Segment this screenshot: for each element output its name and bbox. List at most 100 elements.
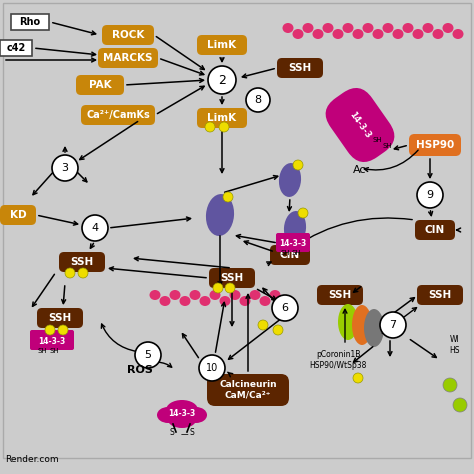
Circle shape [208,66,236,94]
Text: S: S [190,428,194,437]
Text: ROCK: ROCK [112,30,144,40]
Ellipse shape [170,290,181,300]
Ellipse shape [312,29,323,39]
Text: 7: 7 [390,320,397,330]
FancyBboxPatch shape [277,58,323,78]
Text: SH: SH [281,250,291,256]
Circle shape [453,398,467,412]
Ellipse shape [453,29,464,39]
Ellipse shape [212,205,233,233]
Ellipse shape [149,290,161,300]
Ellipse shape [352,305,372,345]
Circle shape [246,88,270,112]
Circle shape [78,268,88,278]
Text: 6: 6 [282,303,289,313]
FancyBboxPatch shape [0,40,32,56]
Ellipse shape [239,296,250,306]
Text: Rho: Rho [19,17,41,27]
Text: SH: SH [292,250,301,256]
Text: Calcineurin
CaM/Ca²⁺: Calcineurin CaM/Ca²⁺ [219,380,277,400]
Ellipse shape [166,400,198,420]
Text: KD: KD [9,210,27,220]
Text: Ca²⁺/CamKs: Ca²⁺/CamKs [86,110,150,120]
Ellipse shape [280,296,291,306]
FancyBboxPatch shape [415,220,455,240]
Ellipse shape [432,29,444,39]
Circle shape [58,325,68,335]
Ellipse shape [373,29,383,39]
FancyBboxPatch shape [209,268,255,288]
Ellipse shape [443,23,454,33]
Circle shape [213,283,223,293]
Ellipse shape [229,290,240,300]
Circle shape [199,355,225,381]
Ellipse shape [283,172,300,195]
Circle shape [417,182,443,208]
Text: HSP90: HSP90 [416,140,454,150]
Text: —: — [180,430,188,439]
Circle shape [65,268,75,278]
FancyBboxPatch shape [3,3,471,458]
Ellipse shape [168,412,196,428]
Ellipse shape [363,23,374,33]
Ellipse shape [322,23,334,33]
Text: MARCKS: MARCKS [103,53,153,63]
Circle shape [380,312,406,338]
Ellipse shape [332,29,344,39]
Circle shape [82,215,108,241]
Text: CIN: CIN [280,250,300,260]
Ellipse shape [353,29,364,39]
Ellipse shape [219,296,230,306]
FancyBboxPatch shape [276,233,310,252]
Text: 5: 5 [145,350,152,360]
Circle shape [135,342,161,368]
Ellipse shape [206,194,234,236]
Ellipse shape [284,211,306,245]
Text: SSH: SSH [48,313,72,323]
Circle shape [219,122,229,132]
Text: SH: SH [37,348,46,354]
Text: 9: 9 [427,190,434,200]
Ellipse shape [249,290,261,300]
Text: SSH: SSH [428,290,452,300]
Ellipse shape [302,23,313,33]
Ellipse shape [422,23,434,33]
Ellipse shape [292,29,303,39]
Text: SSH: SSH [70,257,94,267]
FancyBboxPatch shape [417,285,463,305]
Circle shape [273,325,283,335]
Ellipse shape [412,29,423,39]
Circle shape [443,378,457,392]
Ellipse shape [364,309,384,347]
FancyBboxPatch shape [207,374,289,406]
Circle shape [225,283,235,293]
Circle shape [272,295,298,321]
Text: S: S [170,428,174,437]
FancyBboxPatch shape [409,134,461,156]
FancyBboxPatch shape [98,48,158,68]
Text: SH: SH [383,143,392,149]
Ellipse shape [180,296,191,306]
Text: 4: 4 [91,223,99,233]
FancyBboxPatch shape [0,205,36,225]
Text: 14-3-3: 14-3-3 [38,337,65,346]
Text: 14-3-3: 14-3-3 [279,238,307,247]
Text: pCoronin1B
HSP90/WtSp38: pCoronin1B HSP90/WtSp38 [310,350,367,370]
Text: PAK: PAK [89,80,111,90]
Ellipse shape [279,163,301,197]
Ellipse shape [289,220,305,243]
FancyBboxPatch shape [81,105,155,125]
FancyBboxPatch shape [197,35,247,55]
FancyBboxPatch shape [76,75,124,95]
Ellipse shape [157,407,179,423]
Circle shape [353,373,363,383]
Text: Render.com: Render.com [5,456,59,465]
Text: SSH: SSH [288,63,311,73]
FancyBboxPatch shape [11,14,49,30]
Ellipse shape [383,23,393,33]
FancyBboxPatch shape [37,308,83,328]
FancyBboxPatch shape [197,108,247,128]
FancyBboxPatch shape [317,285,363,305]
Text: ROS: ROS [127,365,153,375]
FancyBboxPatch shape [102,25,154,45]
